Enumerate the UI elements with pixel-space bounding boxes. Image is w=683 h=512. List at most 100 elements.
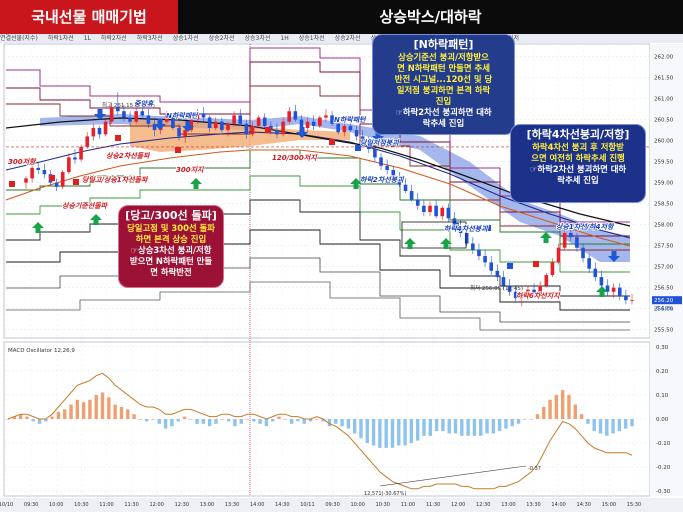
- signal-marker-red: [9, 181, 15, 187]
- macd-histogram-bar: [56, 411, 61, 419]
- macd-histogram-bar: [447, 419, 451, 434]
- candle-body: [146, 115, 151, 124]
- candle-body: [556, 247, 561, 263]
- time-tick-label: 11:30: [124, 502, 138, 508]
- support-line-1: [6, 149, 630, 245]
- buy-arrow: [540, 232, 552, 243]
- time-tick-label: 11:00: [401, 502, 415, 508]
- candle-body: [446, 207, 451, 219]
- macd-histogram-bar: [144, 419, 149, 422]
- candle-body: [164, 115, 169, 122]
- price-tick-label: 257.00: [654, 265, 674, 271]
- macd-histogram-bar: [390, 419, 395, 448]
- macd-histogram-bar: [327, 419, 332, 427]
- signal-marker-blue: [485, 225, 491, 231]
- macd-histogram-bar: [472, 419, 477, 436]
- macd-histogram-bar: [397, 419, 401, 446]
- time-tick-label: 10:30: [376, 502, 390, 508]
- macd-value-label: -0.37: [528, 466, 541, 472]
- signal-marker-red: [49, 175, 55, 181]
- candle-body: [103, 121, 108, 135]
- candle-body: [415, 199, 420, 206]
- annotation-label: 300지지: [176, 166, 205, 174]
- macd-tick-label: 0.30: [656, 345, 669, 351]
- price-tick-label: 255.50: [654, 328, 674, 334]
- macd-histogram-bar: [560, 390, 565, 419]
- candle-body: [464, 233, 469, 244]
- candle-body: [483, 256, 487, 263]
- legend-item: 하락2차선: [100, 35, 127, 42]
- macd-histogram-bar: [611, 419, 615, 434]
- macd-histogram-bar: [340, 419, 344, 427]
- macd-histogram-bar: [233, 419, 237, 427]
- candle-body: [477, 249, 481, 257]
- time-tick-label: 10/10: [0, 502, 13, 508]
- candle-body: [617, 287, 622, 296]
- legend-item: 상승2차선: [334, 35, 361, 42]
- signal-marker-red: [533, 261, 539, 267]
- macd-histogram-bar: [315, 419, 319, 420]
- price-tick-label: 256.00: [654, 307, 674, 313]
- box-text-line: 상승기준선 붕괴/저항받으: [398, 52, 489, 62]
- ma-120-line: [5, 149, 631, 247]
- macd-histogram-bar: [441, 419, 445, 432]
- legend-item: 상승3차선: [244, 35, 271, 42]
- macd-histogram-bar: [586, 419, 590, 424]
- macd-histogram-bar: [378, 419, 382, 448]
- candle-body: [207, 117, 212, 128]
- consolidation-box: [401, 221, 467, 249]
- macd-histogram-bar: [296, 419, 300, 422]
- macd-histogram-bar: [132, 414, 136, 419]
- macd-histogram-bar: [567, 394, 571, 419]
- candle-body: [42, 170, 47, 175]
- candle-body: [354, 130, 359, 137]
- macd-histogram-bar: [126, 409, 130, 419]
- macd-histogram-bar: [201, 419, 206, 424]
- change-percent-label: -5.10%: [654, 306, 673, 312]
- buy-arrow: [350, 178, 362, 189]
- down4-box: [하락4차선붕괴/저항] 하락4차선 붕괴 후 저항받 으면 여전히 하락추세 진…: [510, 124, 646, 203]
- macd-histogram-bar: [81, 402, 86, 419]
- macd-histogram-bar: [510, 419, 514, 427]
- breakout-title: [당고/300선 돌파]: [125, 209, 217, 222]
- macd-histogram-bar: [245, 419, 250, 420]
- candle-body: [30, 167, 34, 179]
- macd-histogram-bar: [504, 419, 508, 429]
- macd-histogram-bar: [548, 399, 552, 419]
- current-price-label: 256.20: [654, 298, 674, 304]
- annotation-label: 하락4차선붕괴: [444, 225, 489, 233]
- macd-histogram-bar: [409, 419, 414, 444]
- buy-arrow: [190, 178, 202, 189]
- buy-arrow: [440, 238, 452, 249]
- candle-body: [152, 123, 157, 131]
- macd-histogram-bar: [113, 404, 117, 419]
- support-line-4: [6, 229, 630, 311]
- candle-body: [330, 115, 334, 124]
- annotation-label: 당일저점붕괴: [360, 139, 400, 147]
- price-tick-label: 260.50: [654, 118, 674, 124]
- signal-marker-blue: [355, 145, 361, 151]
- macd-histogram-bar: [195, 419, 199, 424]
- macd-histogram-bar: [359, 419, 363, 439]
- macd-histogram-bar: [63, 409, 67, 419]
- price-tick-label: 259.00: [654, 181, 674, 187]
- candle-body: [373, 149, 377, 158]
- time-tick-label: 13:30: [225, 502, 239, 508]
- candle-body: [128, 117, 132, 122]
- macd-low-label: 12,571(-30.67%): [364, 491, 406, 497]
- time-tick-label: 10/11: [300, 502, 314, 508]
- time-tick-label: 13:30: [526, 502, 540, 508]
- macd-histogram-bar: [100, 392, 105, 419]
- time-tick-label: 12:30: [476, 502, 490, 508]
- candle-body: [79, 146, 83, 160]
- annotation-label: 상승2차선돌파: [106, 152, 151, 160]
- candle-body: [311, 121, 316, 126]
- macd-histogram-bar: [466, 419, 470, 436]
- macd-histogram-bar: [523, 419, 527, 420]
- candle-body: [226, 123, 230, 131]
- time-tick-label: 15:30: [627, 502, 641, 508]
- annotation-label: 상승1차선/하4저항: [556, 223, 615, 231]
- macd-histogram-bar: [88, 399, 92, 419]
- signal-marker-red: [265, 127, 271, 133]
- candle-body: [611, 287, 616, 292]
